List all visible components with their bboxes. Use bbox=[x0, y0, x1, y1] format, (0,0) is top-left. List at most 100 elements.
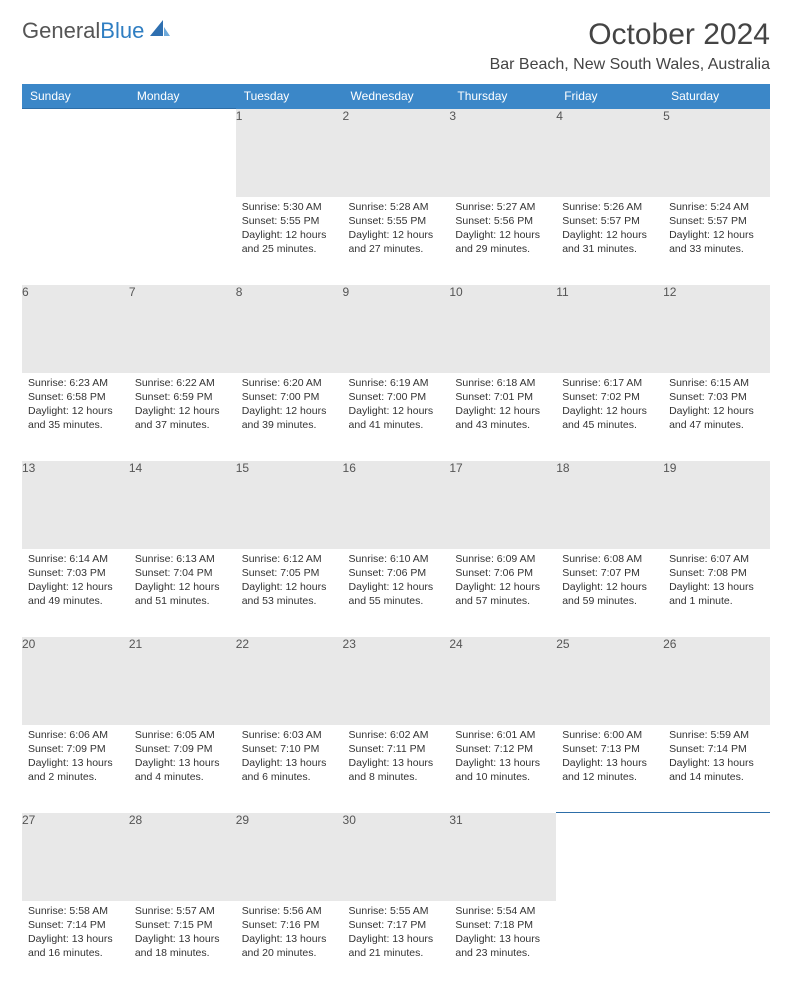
sunrise-text: Sunrise: 5:58 AM bbox=[28, 904, 123, 918]
day-number-cell: 5 bbox=[663, 109, 770, 197]
day-number-cell bbox=[663, 813, 770, 901]
day-cell-body: Sunrise: 6:18 AMSunset: 7:01 PMDaylight:… bbox=[449, 373, 556, 439]
day-cell: Sunrise: 6:08 AMSunset: 7:07 PMDaylight:… bbox=[556, 549, 663, 637]
daylight-text: Daylight: 12 hours and 45 minutes. bbox=[562, 404, 657, 432]
week-body-row: Sunrise: 6:23 AMSunset: 6:58 PMDaylight:… bbox=[22, 373, 770, 461]
day-header: Tuesday bbox=[236, 84, 343, 109]
day-cell: Sunrise: 6:14 AMSunset: 7:03 PMDaylight:… bbox=[22, 549, 129, 637]
day-header: Saturday bbox=[663, 84, 770, 109]
day-number: 29 bbox=[236, 813, 249, 827]
day-number: 17 bbox=[449, 461, 462, 475]
sunset-text: Sunset: 7:03 PM bbox=[28, 566, 123, 580]
day-number-cell: 25 bbox=[556, 637, 663, 725]
day-cell-body: Sunrise: 5:30 AMSunset: 5:55 PMDaylight:… bbox=[236, 197, 343, 263]
logo: GeneralBlue bbox=[22, 18, 172, 44]
week-daynum-row: 2728293031 bbox=[22, 813, 770, 901]
day-number-cell: 15 bbox=[236, 461, 343, 549]
day-cell bbox=[129, 197, 236, 285]
day-cell: Sunrise: 6:05 AMSunset: 7:09 PMDaylight:… bbox=[129, 725, 236, 813]
daylight-text: Daylight: 12 hours and 27 minutes. bbox=[349, 228, 444, 256]
day-cell: Sunrise: 5:56 AMSunset: 7:16 PMDaylight:… bbox=[236, 901, 343, 989]
sunrise-text: Sunrise: 6:12 AM bbox=[242, 552, 337, 566]
day-cell-body: Sunrise: 5:56 AMSunset: 7:16 PMDaylight:… bbox=[236, 901, 343, 967]
day-number: 20 bbox=[22, 637, 35, 651]
day-number-cell: 3 bbox=[449, 109, 556, 197]
sunrise-text: Sunrise: 6:02 AM bbox=[349, 728, 444, 742]
day-number: 12 bbox=[663, 285, 676, 299]
sunset-text: Sunset: 7:04 PM bbox=[135, 566, 230, 580]
day-cell-body: Sunrise: 6:03 AMSunset: 7:10 PMDaylight:… bbox=[236, 725, 343, 791]
week-body-row: Sunrise: 6:14 AMSunset: 7:03 PMDaylight:… bbox=[22, 549, 770, 637]
sunset-text: Sunset: 7:12 PM bbox=[455, 742, 550, 756]
day-number: 13 bbox=[22, 461, 35, 475]
sunset-text: Sunset: 5:55 PM bbox=[349, 214, 444, 228]
sunrise-text: Sunrise: 5:56 AM bbox=[242, 904, 337, 918]
day-cell-body: Sunrise: 6:07 AMSunset: 7:08 PMDaylight:… bbox=[663, 549, 770, 615]
day-number: 8 bbox=[236, 285, 243, 299]
sunrise-text: Sunrise: 5:28 AM bbox=[349, 200, 444, 214]
day-cell: Sunrise: 6:09 AMSunset: 7:06 PMDaylight:… bbox=[449, 549, 556, 637]
sunrise-text: Sunrise: 6:17 AM bbox=[562, 376, 657, 390]
day-cell: Sunrise: 6:07 AMSunset: 7:08 PMDaylight:… bbox=[663, 549, 770, 637]
day-cell-body: Sunrise: 5:55 AMSunset: 7:17 PMDaylight:… bbox=[343, 901, 450, 967]
day-number: 24 bbox=[449, 637, 462, 651]
day-cell-body: Sunrise: 5:57 AMSunset: 7:15 PMDaylight:… bbox=[129, 901, 236, 967]
day-number-cell: 13 bbox=[22, 461, 129, 549]
day-cell-body: Sunrise: 5:58 AMSunset: 7:14 PMDaylight:… bbox=[22, 901, 129, 967]
day-number-cell: 22 bbox=[236, 637, 343, 725]
sunset-text: Sunset: 7:13 PM bbox=[562, 742, 657, 756]
sunrise-text: Sunrise: 6:05 AM bbox=[135, 728, 230, 742]
day-number-cell bbox=[556, 813, 663, 901]
daylight-text: Daylight: 12 hours and 55 minutes. bbox=[349, 580, 444, 608]
day-cell-body: Sunrise: 6:13 AMSunset: 7:04 PMDaylight:… bbox=[129, 549, 236, 615]
day-cell-body: Sunrise: 6:08 AMSunset: 7:07 PMDaylight:… bbox=[556, 549, 663, 615]
daylight-text: Daylight: 12 hours and 47 minutes. bbox=[669, 404, 764, 432]
daylight-text: Daylight: 13 hours and 2 minutes. bbox=[28, 756, 123, 784]
day-number: 30 bbox=[343, 813, 356, 827]
day-cell-body: Sunrise: 6:17 AMSunset: 7:02 PMDaylight:… bbox=[556, 373, 663, 439]
sunset-text: Sunset: 7:06 PM bbox=[349, 566, 444, 580]
sunset-text: Sunset: 7:14 PM bbox=[669, 742, 764, 756]
day-cell: Sunrise: 5:55 AMSunset: 7:17 PMDaylight:… bbox=[343, 901, 450, 989]
day-cell: Sunrise: 6:02 AMSunset: 7:11 PMDaylight:… bbox=[343, 725, 450, 813]
sunrise-text: Sunrise: 6:09 AM bbox=[455, 552, 550, 566]
day-number: 1 bbox=[236, 109, 243, 123]
sunrise-text: Sunrise: 6:08 AM bbox=[562, 552, 657, 566]
sunset-text: Sunset: 7:00 PM bbox=[349, 390, 444, 404]
sunrise-text: Sunrise: 5:57 AM bbox=[135, 904, 230, 918]
day-number: 31 bbox=[449, 813, 462, 827]
day-number-cell: 4 bbox=[556, 109, 663, 197]
daylight-text: Daylight: 12 hours and 31 minutes. bbox=[562, 228, 657, 256]
day-number-cell: 6 bbox=[22, 285, 129, 373]
day-cell-body: Sunrise: 6:00 AMSunset: 7:13 PMDaylight:… bbox=[556, 725, 663, 791]
sunrise-text: Sunrise: 5:24 AM bbox=[669, 200, 764, 214]
sunset-text: Sunset: 7:08 PM bbox=[669, 566, 764, 580]
sunset-text: Sunset: 7:01 PM bbox=[455, 390, 550, 404]
day-number-cell: 12 bbox=[663, 285, 770, 373]
day-cell-body: Sunrise: 6:10 AMSunset: 7:06 PMDaylight:… bbox=[343, 549, 450, 615]
sunrise-text: Sunrise: 5:59 AM bbox=[669, 728, 764, 742]
day-cell: Sunrise: 5:28 AMSunset: 5:55 PMDaylight:… bbox=[343, 197, 450, 285]
day-cell: Sunrise: 5:24 AMSunset: 5:57 PMDaylight:… bbox=[663, 197, 770, 285]
day-number: 6 bbox=[22, 285, 29, 299]
sunset-text: Sunset: 5:57 PM bbox=[669, 214, 764, 228]
sunrise-text: Sunrise: 6:13 AM bbox=[135, 552, 230, 566]
day-cell-body: Sunrise: 6:01 AMSunset: 7:12 PMDaylight:… bbox=[449, 725, 556, 791]
sunrise-text: Sunrise: 6:20 AM bbox=[242, 376, 337, 390]
week-daynum-row: 13141516171819 bbox=[22, 461, 770, 549]
day-cell: Sunrise: 6:13 AMSunset: 7:04 PMDaylight:… bbox=[129, 549, 236, 637]
day-cell bbox=[556, 901, 663, 989]
sunrise-text: Sunrise: 5:26 AM bbox=[562, 200, 657, 214]
day-cell: Sunrise: 6:18 AMSunset: 7:01 PMDaylight:… bbox=[449, 373, 556, 461]
day-cell: Sunrise: 5:57 AMSunset: 7:15 PMDaylight:… bbox=[129, 901, 236, 989]
daylight-text: Daylight: 13 hours and 10 minutes. bbox=[455, 756, 550, 784]
calendar-header-row: Sunday Monday Tuesday Wednesday Thursday… bbox=[22, 84, 770, 109]
daylight-text: Daylight: 12 hours and 37 minutes. bbox=[135, 404, 230, 432]
day-cell: Sunrise: 6:01 AMSunset: 7:12 PMDaylight:… bbox=[449, 725, 556, 813]
day-number-cell: 16 bbox=[343, 461, 450, 549]
day-number: 4 bbox=[556, 109, 563, 123]
sunrise-text: Sunrise: 6:18 AM bbox=[455, 376, 550, 390]
day-cell-body bbox=[22, 197, 129, 206]
day-header: Monday bbox=[129, 84, 236, 109]
day-number-cell: 14 bbox=[129, 461, 236, 549]
